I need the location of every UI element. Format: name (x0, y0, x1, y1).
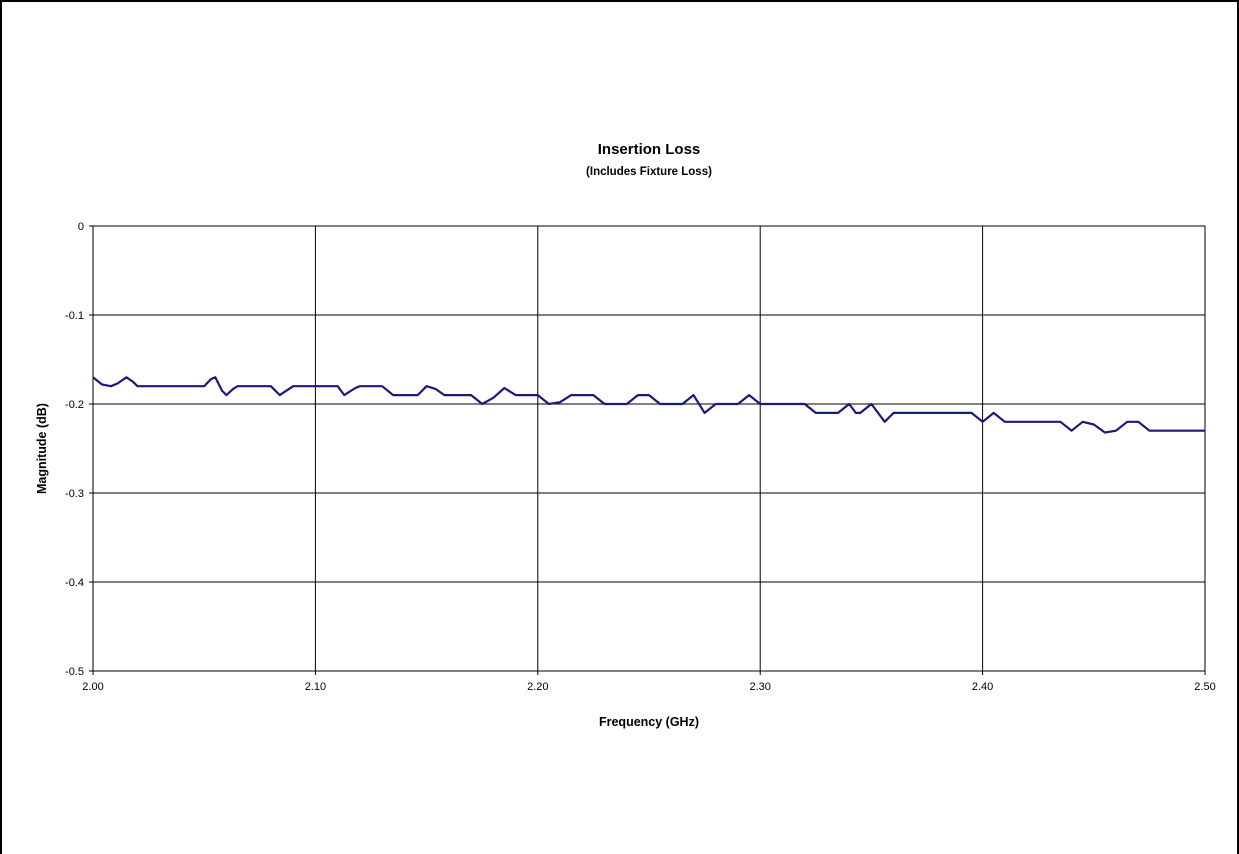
y-axis-label: Magnitude (dB) (35, 403, 49, 494)
plot-area-border (92, 225, 1206, 672)
y-tick-label: 0 (78, 221, 84, 233)
y-axis-ticks: 0 -0.1 -0.2 -0.3 -0.4 -0.5 (65, 221, 84, 678)
y-tick-label: -0.5 (65, 666, 84, 678)
series-line (92, 376, 1205, 434)
x-axis-ticks: 2.00 2.10 2.20 2.30 2.40 2.50 (82, 681, 1215, 693)
x-tick-label: 2.10 (305, 681, 326, 693)
y-tick-label: -0.1 (65, 310, 84, 322)
y-tick-label: -0.4 (65, 577, 84, 589)
x-tick-label: 2.00 (82, 681, 103, 693)
grid-lines (89, 225, 1206, 675)
x-axis-label: Frequency (GHz) (599, 715, 699, 729)
x-tick-label: 2.30 (749, 681, 770, 693)
x-tick-label: 2.40 (972, 681, 993, 693)
y-tick-label: -0.2 (65, 399, 84, 411)
chart-subtitle: (Includes Fixture Loss) (586, 166, 712, 178)
chart-title: Insertion Loss (598, 141, 701, 158)
x-tick-label: 2.50 (1194, 681, 1215, 693)
x-tick-label: 2.20 (527, 681, 548, 693)
y-tick-label: -0.3 (65, 488, 84, 500)
